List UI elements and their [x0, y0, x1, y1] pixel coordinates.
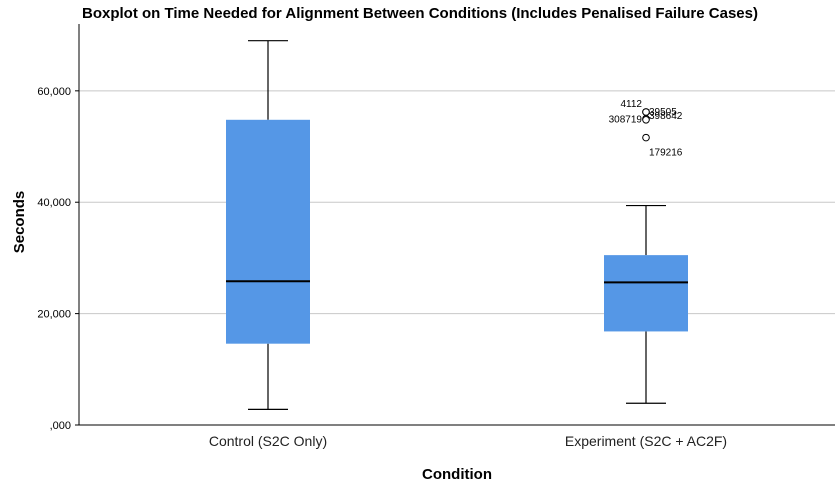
category-label: Control (S2C Only)	[209, 433, 327, 449]
outlier-point	[642, 115, 650, 124]
y-tick-label: 20,000	[37, 309, 71, 321]
iqr-box	[226, 119, 310, 344]
category-labels: Control (S2C Only) Experiment (S2C + AC2F…	[209, 433, 727, 449]
y-tick-label: 40,000	[37, 197, 71, 209]
category-label: Experiment (S2C + AC2F)	[565, 433, 727, 449]
chart-title: Boxplot on Time Needed for Alignment Bet…	[82, 5, 758, 22]
y-tick-label: ,000	[50, 420, 71, 432]
y-axis-label: Seconds	[11, 191, 28, 254]
x-axis-label: Condition	[422, 466, 492, 483]
outlier-label: 4112	[620, 99, 642, 110]
outlier-label: 398642	[649, 111, 683, 122]
y-tick-label: 60,000	[37, 86, 71, 98]
box-1	[226, 40, 310, 411]
y-tick-labels: ,000 20,000 40,000 60,000	[37, 86, 71, 432]
iqr-box	[604, 255, 688, 332]
box-2: 4112 39505 308719 398642 179216	[604, 99, 688, 404]
boxes: 4112 39505 308719 398642 179216	[226, 40, 688, 411]
outlier-label: 308719	[609, 115, 643, 126]
outlier-label: 179216	[649, 148, 683, 159]
axes	[75, 24, 835, 426]
outlier-label: 39505	[649, 107, 677, 118]
gridlines	[79, 90, 835, 315]
outlier-point	[642, 133, 650, 142]
